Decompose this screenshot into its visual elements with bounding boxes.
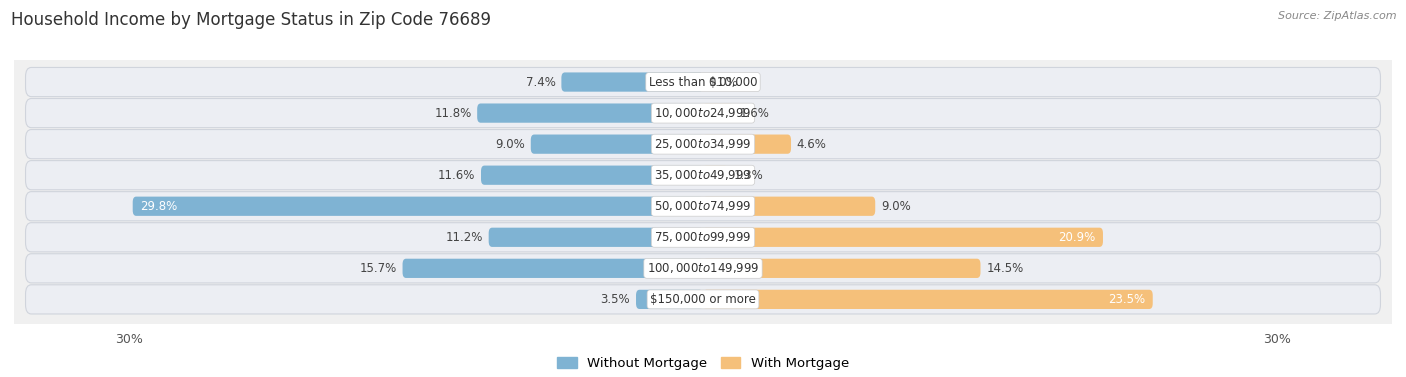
FancyBboxPatch shape <box>636 290 703 309</box>
FancyBboxPatch shape <box>703 290 1153 309</box>
Text: Household Income by Mortgage Status in Zip Code 76689: Household Income by Mortgage Status in Z… <box>11 11 491 29</box>
FancyBboxPatch shape <box>25 192 1381 221</box>
FancyBboxPatch shape <box>402 259 703 278</box>
Text: 15.7%: 15.7% <box>360 262 396 275</box>
Text: 1.3%: 1.3% <box>734 169 763 182</box>
Text: 11.6%: 11.6% <box>437 169 475 182</box>
FancyBboxPatch shape <box>477 103 703 123</box>
FancyBboxPatch shape <box>703 166 728 185</box>
Text: 23.5%: 23.5% <box>1108 293 1144 306</box>
Text: 20.9%: 20.9% <box>1059 231 1095 244</box>
FancyBboxPatch shape <box>703 228 1102 247</box>
Text: 0.0%: 0.0% <box>709 75 738 89</box>
Text: $35,000 to $49,999: $35,000 to $49,999 <box>654 168 752 182</box>
FancyBboxPatch shape <box>703 135 792 154</box>
FancyBboxPatch shape <box>25 67 1381 97</box>
FancyBboxPatch shape <box>25 223 1381 252</box>
FancyBboxPatch shape <box>703 259 980 278</box>
FancyBboxPatch shape <box>703 197 875 216</box>
Legend: Without Mortgage, With Mortgage: Without Mortgage, With Mortgage <box>551 352 855 376</box>
FancyBboxPatch shape <box>25 254 1381 283</box>
Text: 29.8%: 29.8% <box>141 200 177 213</box>
Text: 1.6%: 1.6% <box>740 107 769 120</box>
Text: 7.4%: 7.4% <box>526 75 555 89</box>
Text: $10,000 to $24,999: $10,000 to $24,999 <box>654 106 752 120</box>
FancyBboxPatch shape <box>25 98 1381 128</box>
FancyBboxPatch shape <box>531 135 703 154</box>
Text: $150,000 or more: $150,000 or more <box>650 293 756 306</box>
FancyBboxPatch shape <box>25 161 1381 190</box>
Text: 11.8%: 11.8% <box>434 107 471 120</box>
Text: $50,000 to $74,999: $50,000 to $74,999 <box>654 199 752 213</box>
Text: 4.6%: 4.6% <box>797 138 827 151</box>
Text: 3.5%: 3.5% <box>600 293 630 306</box>
Text: $75,000 to $99,999: $75,000 to $99,999 <box>654 230 752 244</box>
Text: $100,000 to $149,999: $100,000 to $149,999 <box>647 261 759 275</box>
Text: 14.5%: 14.5% <box>986 262 1024 275</box>
FancyBboxPatch shape <box>561 72 703 92</box>
Text: 9.0%: 9.0% <box>882 200 911 213</box>
Text: 9.0%: 9.0% <box>495 138 524 151</box>
Text: $25,000 to $34,999: $25,000 to $34,999 <box>654 137 752 151</box>
FancyBboxPatch shape <box>489 228 703 247</box>
FancyBboxPatch shape <box>703 103 734 123</box>
FancyBboxPatch shape <box>481 166 703 185</box>
FancyBboxPatch shape <box>25 285 1381 314</box>
FancyBboxPatch shape <box>25 130 1381 159</box>
Text: Less than $10,000: Less than $10,000 <box>648 75 758 89</box>
FancyBboxPatch shape <box>132 197 703 216</box>
Text: 11.2%: 11.2% <box>446 231 482 244</box>
Text: Source: ZipAtlas.com: Source: ZipAtlas.com <box>1278 11 1396 21</box>
